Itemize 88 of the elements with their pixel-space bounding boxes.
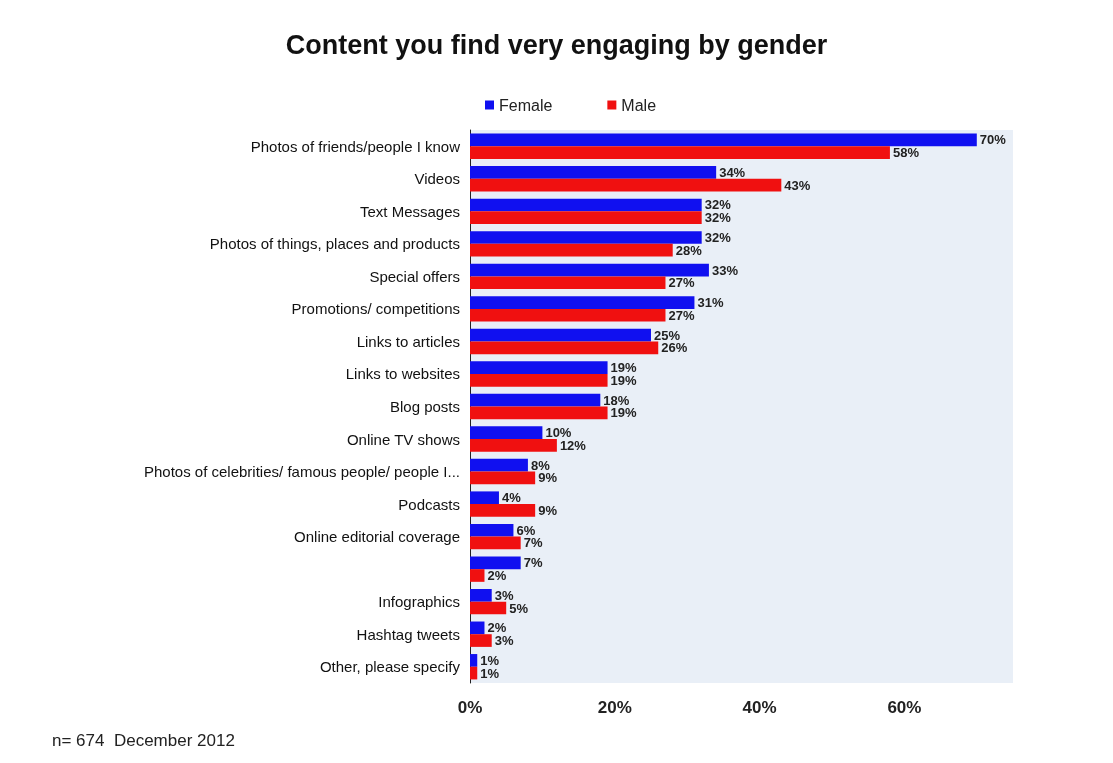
bar (470, 166, 717, 179)
data-label: 6% (516, 522, 536, 538)
bar (470, 198, 702, 212)
bar (470, 621, 485, 635)
data-label: 1% (480, 652, 500, 668)
bar (470, 328, 651, 342)
bar (470, 569, 485, 582)
data-label: 18% (603, 392, 630, 408)
bar (470, 588, 492, 602)
data-label: 70% (979, 132, 1007, 148)
data-label: 7% (523, 555, 543, 571)
y-tick-label: Online TV shows (346, 430, 460, 448)
data-label: 7% (523, 535, 543, 551)
bar (470, 308, 666, 322)
bar (470, 406, 608, 420)
y-tick-label: Hashtag tweets (356, 625, 460, 643)
data-label: 9% (538, 502, 558, 518)
y-tick-label: Links to articles (356, 332, 460, 350)
y-tick-label: Videos (414, 170, 460, 188)
bar (470, 361, 608, 374)
data-label: 1% (480, 665, 500, 681)
data-label: 28% (675, 242, 703, 258)
data-label: 34% (719, 164, 746, 180)
bar (470, 666, 478, 680)
bar (470, 458, 528, 472)
data-label: 4% (501, 490, 522, 506)
y-tick-label: Photos of friends/people I know (250, 137, 461, 155)
y-tick-label: Links to websites (345, 365, 460, 383)
x-tick-label: 60% (887, 698, 922, 717)
data-label: 33% (711, 262, 739, 278)
bar (470, 556, 521, 570)
bar (470, 243, 673, 257)
legend-label: Female (499, 96, 553, 114)
bar (470, 373, 608, 387)
data-label: 26% (661, 340, 688, 356)
y-tick-label: Infographics (378, 593, 460, 611)
bar (470, 491, 499, 505)
bar (470, 393, 601, 407)
y-tick-label: Photos of things, places and products (209, 235, 460, 253)
y-tick-label: Online editorial coverage (294, 528, 460, 546)
bar (470, 536, 521, 550)
data-label: 2% (487, 567, 507, 583)
data-label: 27% (668, 307, 695, 323)
y-tick-label: Podcasts (398, 495, 460, 513)
legend-label: Male (621, 96, 657, 114)
bar (470, 504, 536, 517)
bar (470, 146, 890, 159)
bar (470, 601, 507, 615)
data-label: 32% (704, 197, 732, 213)
bar (470, 634, 492, 647)
bar (470, 263, 709, 277)
bar (470, 523, 514, 537)
bar (470, 133, 977, 147)
text: n= 674 December 2012 (52, 731, 235, 750)
x-tick-label: 0% (457, 698, 483, 717)
bar (470, 231, 702, 244)
data-label: 2% (487, 620, 507, 636)
data-label: 3% (494, 633, 514, 649)
data-label: 27% (668, 275, 695, 291)
y-tick-label: Text Messages (359, 202, 460, 220)
bar (470, 341, 659, 355)
data-label: 32% (704, 230, 732, 246)
bar (470, 178, 782, 192)
data-label: 58% (892, 145, 920, 161)
chart-title: Content you find very engaging by gender (285, 29, 828, 60)
bar (470, 276, 666, 290)
data-label: 8% (530, 457, 551, 473)
data-label: 31% (697, 295, 724, 311)
bar (470, 426, 543, 440)
data-label: 43% (784, 177, 811, 193)
data-label: 3% (494, 587, 514, 603)
bar (470, 211, 702, 225)
data-label: 9% (538, 470, 558, 486)
y-tick-label: Other, please specify (319, 658, 461, 676)
y-tick-label: Special offers (369, 267, 460, 285)
x-tick-label: 40% (742, 698, 777, 717)
bar (470, 654, 478, 667)
bar (470, 439, 557, 452)
y-tick-label: Promotions/ competitions (291, 300, 460, 318)
data-label: 25% (654, 327, 681, 343)
data-label: 5% (509, 600, 529, 616)
y-tick-label: Blog posts (389, 398, 460, 415)
y-tick-label: Photos of celebrities/ famous people/ people I... (143, 463, 460, 481)
x-tick-label: 20% (597, 698, 632, 717)
data-label: 19% (610, 405, 638, 421)
bar (470, 471, 536, 485)
data-label: 32% (704, 210, 732, 226)
bar (470, 296, 695, 309)
